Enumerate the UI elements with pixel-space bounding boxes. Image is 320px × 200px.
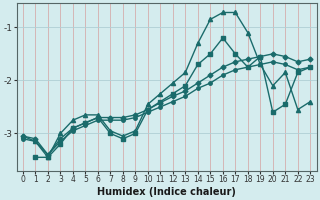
X-axis label: Humidex (Indice chaleur): Humidex (Indice chaleur) (97, 187, 236, 197)
